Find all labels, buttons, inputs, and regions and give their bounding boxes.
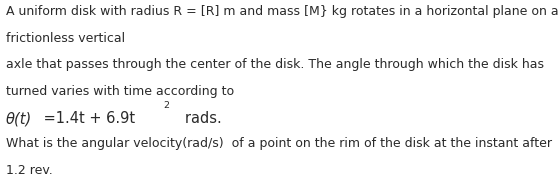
Text: axle that passes through the center of the disk. The angle through which the dis: axle that passes through the center of t… [6,58,543,71]
Text: A uniform disk with radius R = [R] m and mass [M} kg rotates in a horizontal pla: A uniform disk with radius R = [R] m and… [6,5,558,18]
Text: =1.4t + 6.9t: =1.4t + 6.9t [40,111,136,126]
Text: What is the angular velocity(rad/s)  of a point on the rim of the disk at the in: What is the angular velocity(rad/s) of a… [6,137,551,150]
Text: rads.: rads. [171,111,222,126]
Text: 1.2 rev.: 1.2 rev. [6,164,52,177]
Text: θ(t): θ(t) [6,111,32,126]
Text: 2: 2 [163,101,170,110]
Text: frictionless vertical: frictionless vertical [6,32,124,45]
Text: turned varies with time according to: turned varies with time according to [6,85,234,98]
